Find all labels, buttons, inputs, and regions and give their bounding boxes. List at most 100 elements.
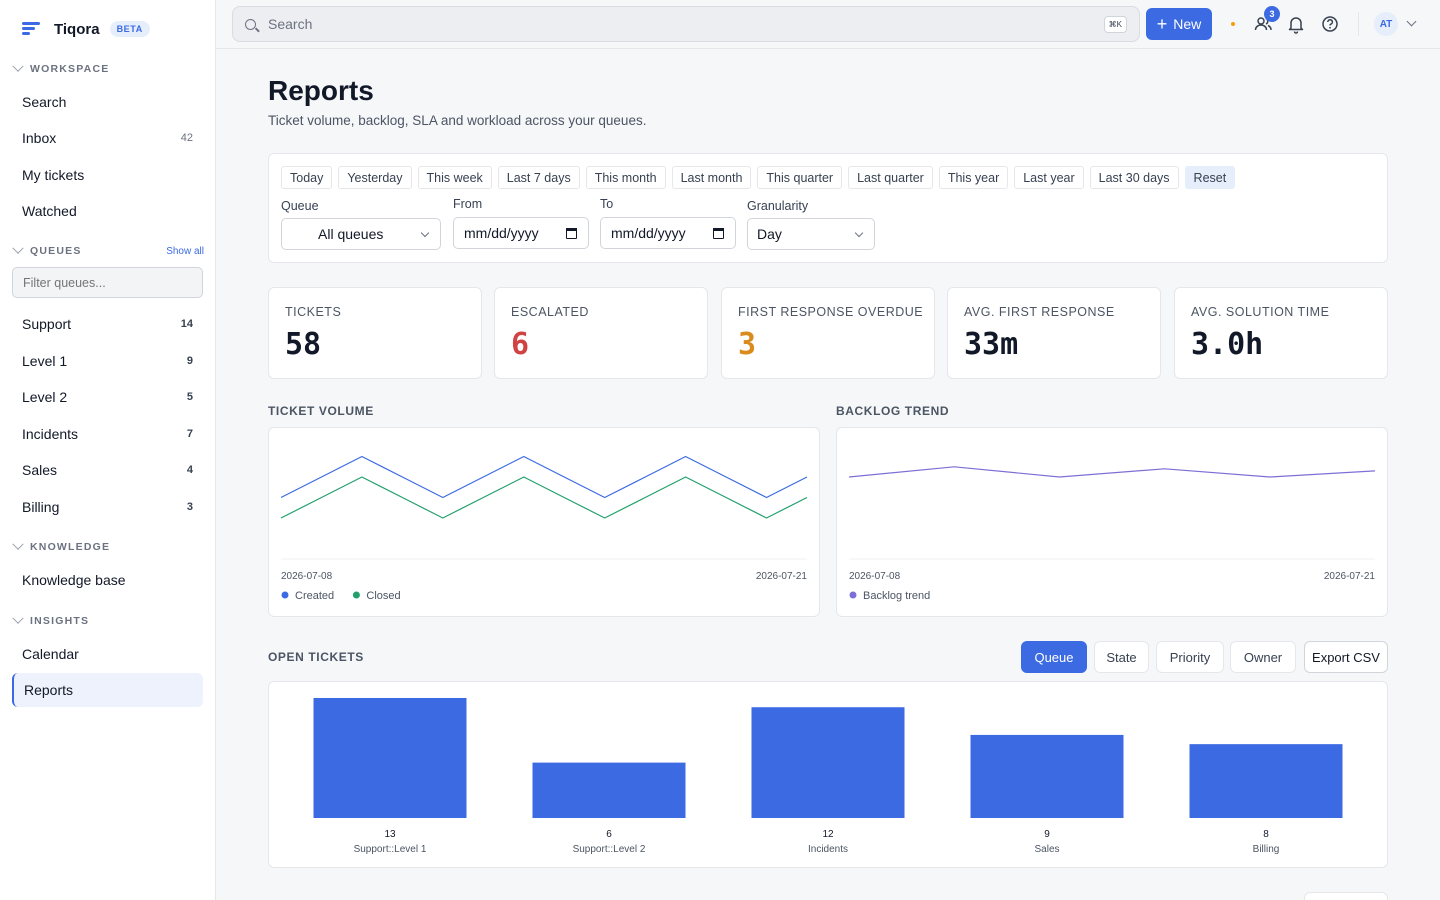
section-knowledge[interactable]: KNOWLEDGE	[12, 538, 204, 553]
sidebar-item-knowledge-base[interactable]: Knowledge base	[12, 563, 203, 597]
section-insights[interactable]: INSIGHTS	[12, 612, 204, 627]
bar	[532, 762, 686, 818]
sidebar-item-billing[interactable]: Billing 3	[12, 490, 203, 524]
bar-value-label: 8	[1263, 829, 1269, 840]
calendar-icon[interactable]	[566, 228, 577, 239]
bar	[751, 707, 905, 818]
brand[interactable]: Tiqora BETA	[22, 18, 150, 40]
to-label: To	[600, 197, 614, 211]
tab-state[interactable]: State	[1094, 641, 1149, 673]
from-date-value: mm/dd/yyyy	[464, 225, 539, 241]
from-date-input[interactable]: mm/dd/yyyy	[453, 217, 589, 249]
section-title: KNOWLEDGE	[30, 541, 111, 553]
chevron-down-icon	[420, 228, 430, 238]
sidebar-item-search[interactable]: Search	[12, 85, 203, 119]
preset-last-30-days[interactable]: Last 30 days	[1089, 166, 1179, 189]
filter-queues-input[interactable]	[12, 267, 203, 298]
tab-queue[interactable]: Queue	[1021, 641, 1087, 673]
sidebar-item-reports[interactable]: Reports	[12, 673, 203, 707]
preset-last-month[interactable]: Last month	[671, 166, 752, 189]
tab-owner[interactable]: Owner	[1230, 641, 1296, 673]
preset-last-year[interactable]: Last year	[1014, 166, 1084, 189]
backlog-trend-chart: 2026-07-08 2026-07-21 Backlog trend	[848, 466, 1375, 602]
search-placeholder: Search	[268, 16, 313, 32]
new-button[interactable]: + New	[1146, 8, 1212, 40]
export-csv-button[interactable]: Export CSV	[1304, 641, 1388, 673]
sidebar-item-my-tickets[interactable]: My tickets	[12, 158, 203, 192]
kpi-value: 33m	[964, 327, 1019, 362]
bar	[1189, 744, 1343, 818]
kpi-value: 6	[511, 327, 530, 362]
count-badge: 5	[186, 391, 193, 403]
kpi-label: AVG. SOLUTION TIME	[1191, 305, 1330, 319]
preset-last-quarter[interactable]: Last quarter	[848, 166, 933, 189]
sidebar-item-label: Billing	[22, 499, 60, 515]
topbar: Search ⌘K + New 3 AT	[216, 0, 1440, 49]
preset-this-quarter[interactable]: This quarter	[757, 166, 843, 189]
bar-category-label: Billing	[1253, 844, 1280, 855]
plus-icon: +	[1156, 14, 1168, 34]
main-content: Reports Ticket volume, backlog, SLA and …	[216, 49, 1440, 900]
bar-value-label: 13	[384, 829, 396, 840]
granularity-label: Granularity	[747, 199, 809, 213]
section-title: QUEUES	[30, 245, 82, 257]
bar-value-label: 9	[1044, 829, 1050, 840]
count-badge: 7	[186, 428, 193, 440]
sidebar-item-incidents[interactable]: Incidents 7	[12, 417, 203, 451]
bell-icon[interactable]	[1286, 14, 1306, 34]
calendar-icon[interactable]	[713, 228, 724, 239]
count-badge: 14	[180, 318, 193, 330]
chevron-down-icon[interactable]	[1406, 16, 1417, 27]
next-card-stub	[1304, 892, 1388, 900]
section-workspace[interactable]: WORKSPACE	[12, 60, 204, 75]
bar-category-label: Support::Level 1	[354, 844, 427, 855]
open-tickets-card: 13 Support::Level 1 6 Support::Level 2 12 Inc…	[268, 681, 1388, 868]
preset-this-week[interactable]: This week	[417, 166, 492, 189]
sidebar-item-inbox[interactable]: Inbox 42	[12, 121, 203, 155]
preset-today[interactable]: Today	[281, 166, 333, 189]
new-button-label: New	[1173, 16, 1202, 32]
open-tickets-title: OPEN TICKETS	[268, 650, 364, 664]
search-icon	[245, 18, 256, 30]
sidebar-item-level-1[interactable]: Level 1 9	[12, 344, 203, 378]
legend-swatch	[281, 591, 289, 599]
reset-button[interactable]: Reset	[1184, 166, 1236, 189]
sidebar-item-support[interactable]: Support 14	[12, 307, 203, 341]
preset-this-year[interactable]: This year	[938, 166, 1009, 189]
kpi-label: AVG. FIRST RESPONSE	[964, 305, 1115, 319]
bar-value-label: 12	[822, 829, 834, 840]
bar-category-label: Incidents	[808, 844, 848, 855]
sidebar-item-label: Inbox	[22, 130, 57, 146]
sidebar-item-label: Incidents	[22, 426, 79, 442]
sidebar-item-sales[interactable]: Sales 4	[12, 453, 203, 487]
avatar[interactable]: AT	[1374, 12, 1398, 36]
preset-this-month[interactable]: This month	[585, 166, 666, 189]
keyboard-shortcut-hint: ⌘K	[1103, 15, 1127, 33]
from-label: From	[453, 197, 483, 211]
section-queues[interactable]: QUEUES Show all	[12, 242, 204, 257]
kpi-value: 3.0h	[1191, 327, 1264, 362]
chevron-down-icon	[854, 228, 864, 238]
sidebar-item-calendar[interactable]: Calendar	[12, 637, 203, 671]
sidebar-item-label: My tickets	[22, 167, 85, 183]
tab-priority[interactable]: Priority	[1156, 641, 1224, 673]
granularity-select[interactable]: Day	[747, 218, 875, 250]
legend-label: Created	[295, 590, 334, 602]
ticket-volume-series-line	[280, 455, 808, 499]
ticket-volume-chart: 2026-07-08 2026-07-21 Created Closed	[280, 455, 808, 602]
to-date-input[interactable]: mm/dd/yyyy	[600, 217, 736, 249]
help-icon[interactable]	[1320, 14, 1340, 34]
ticket-volume-card: 2026-07-08 2026-07-21 Created Closed	[268, 427, 820, 617]
bar	[970, 734, 1124, 818]
search-input[interactable]: Search ⌘K	[232, 6, 1140, 42]
chevron-down-icon	[12, 60, 24, 72]
queue-select[interactable]: All queues	[281, 218, 441, 250]
preset-last-7-days[interactable]: Last 7 days	[497, 166, 580, 189]
sidebar-item-watched[interactable]: Watched	[12, 194, 203, 228]
preset-yesterday[interactable]: Yesterday	[338, 166, 412, 189]
sidebar-item-label: Support	[22, 316, 72, 332]
show-all-link[interactable]: Show all	[166, 245, 204, 257]
sidebar-item-level-2[interactable]: Level 2 5	[12, 380, 203, 414]
kpi-label: FIRST RESPONSE OVERDUE	[738, 305, 924, 319]
